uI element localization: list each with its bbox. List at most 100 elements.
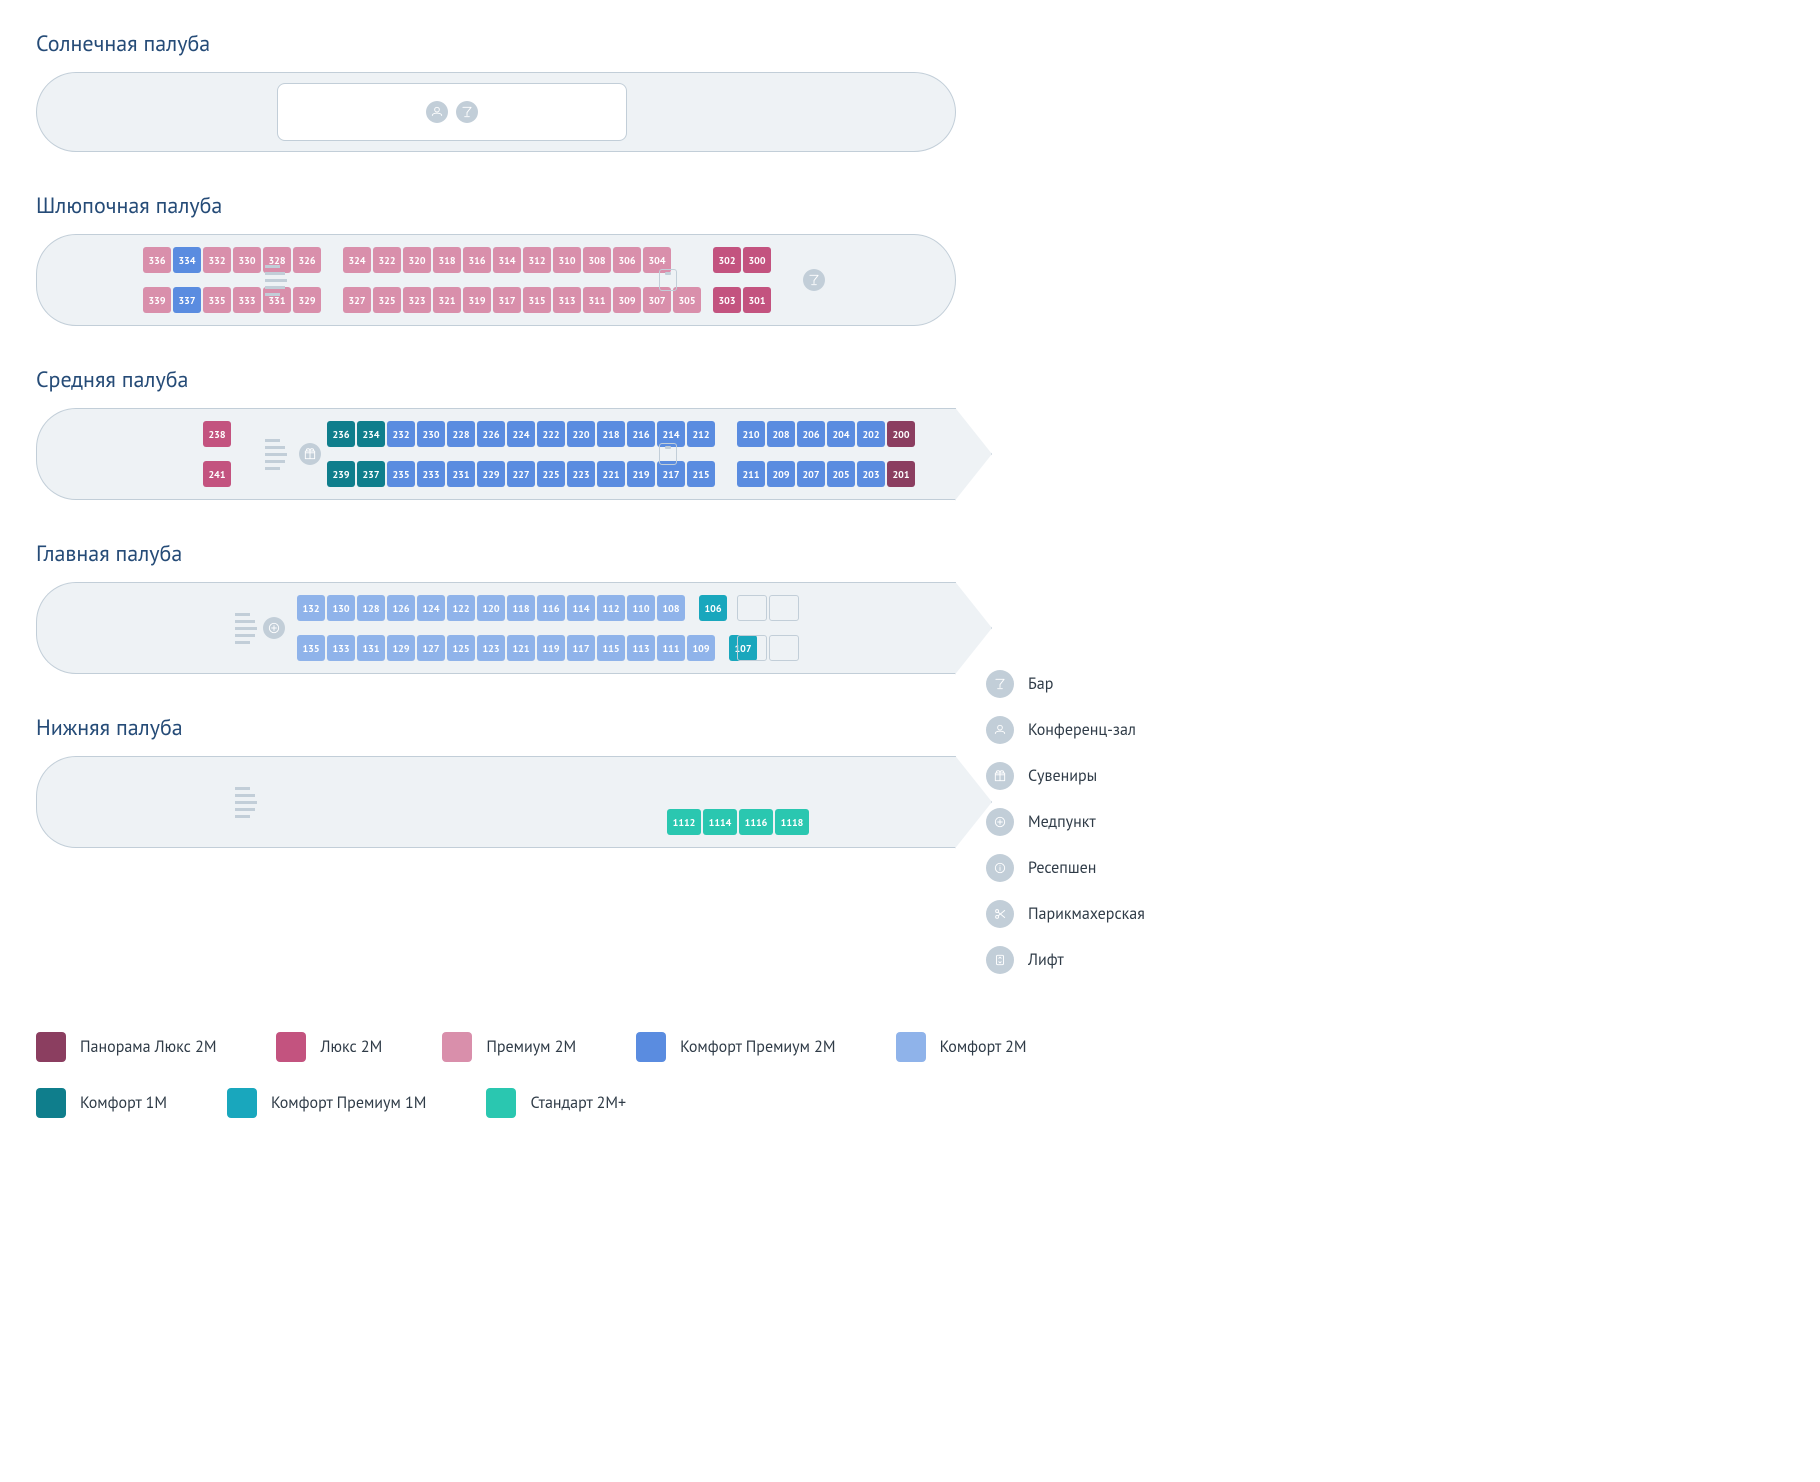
cabin-128[interactable]: 128 [357,595,385,621]
cabin-113[interactable]: 113 [627,635,655,661]
cabin-133[interactable]: 133 [327,635,355,661]
cabin-317[interactable]: 317 [493,287,521,313]
cabin-1116[interactable]: 1116 [739,809,773,835]
cabin-205[interactable]: 205 [827,461,855,487]
cabin-127[interactable]: 127 [417,635,445,661]
cabin-231[interactable]: 231 [447,461,475,487]
cabin-310[interactable]: 310 [553,247,581,273]
cabin-233[interactable]: 233 [417,461,445,487]
cabin-301[interactable]: 301 [743,287,771,313]
cabin-308[interactable]: 308 [583,247,611,273]
cabin-112[interactable]: 112 [597,595,625,621]
cabin-210[interactable]: 210 [737,421,765,447]
cabin-1114[interactable]: 1114 [703,809,737,835]
cabin-309[interactable]: 309 [613,287,641,313]
cabin-305[interactable]: 305 [673,287,701,313]
cabin-234[interactable]: 234 [357,421,385,447]
cabin-207[interactable]: 207 [797,461,825,487]
cabin-1112[interactable]: 1112 [667,809,701,835]
cabin-202[interactable]: 202 [857,421,885,447]
cabin-229[interactable]: 229 [477,461,505,487]
cabin-223[interactable]: 223 [567,461,595,487]
cabin-201[interactable]: 201 [887,461,915,487]
cabin-215[interactable]: 215 [687,461,715,487]
cabin-323[interactable]: 323 [403,287,431,313]
cabin-204[interactable]: 204 [827,421,855,447]
cabin-316[interactable]: 316 [463,247,491,273]
cabin-209[interactable]: 209 [767,461,795,487]
cabin-115[interactable]: 115 [597,635,625,661]
cabin-306[interactable]: 306 [613,247,641,273]
cabin-313[interactable]: 313 [553,287,581,313]
cabin-131[interactable]: 131 [357,635,385,661]
cabin-337[interactable]: 337 [173,287,201,313]
cabin-110[interactable]: 110 [627,595,655,621]
cabin-228[interactable]: 228 [447,421,475,447]
cabin-318[interactable]: 318 [433,247,461,273]
cabin-311[interactable]: 311 [583,287,611,313]
cabin-322[interactable]: 322 [373,247,401,273]
cabin-120[interactable]: 120 [477,595,505,621]
cabin-235[interactable]: 235 [387,461,415,487]
cabin-314[interactable]: 314 [493,247,521,273]
cabin-335[interactable]: 335 [203,287,231,313]
cabin-106[interactable]: 106 [699,595,727,621]
cabin-208[interactable]: 208 [767,421,795,447]
cabin-123[interactable]: 123 [477,635,505,661]
cabin-126[interactable]: 126 [387,595,415,621]
cabin-303[interactable]: 303 [713,287,741,313]
cabin-125[interactable]: 125 [447,635,475,661]
cabin-200[interactable]: 200 [887,421,915,447]
cabin-329[interactable]: 329 [293,287,321,313]
cabin-224[interactable]: 224 [507,421,535,447]
cabin-336[interactable]: 336 [143,247,171,273]
cabin-333[interactable]: 333 [233,287,261,313]
cabin-230[interactable]: 230 [417,421,445,447]
cabin-203[interactable]: 203 [857,461,885,487]
cabin-332[interactable]: 332 [203,247,231,273]
cabin-315[interactable]: 315 [523,287,551,313]
cabin-327[interactable]: 327 [343,287,371,313]
cabin-129[interactable]: 129 [387,635,415,661]
cabin-114[interactable]: 114 [567,595,595,621]
cabin-339[interactable]: 339 [143,287,171,313]
cabin-108[interactable]: 108 [657,595,685,621]
cabin-238[interactable]: 238 [203,421,231,447]
cabin-320[interactable]: 320 [403,247,431,273]
cabin-326[interactable]: 326 [293,247,321,273]
cabin-300[interactable]: 300 [743,247,771,273]
cabin-212[interactable]: 212 [687,421,715,447]
cabin-135[interactable]: 135 [297,635,325,661]
cabin-216[interactable]: 216 [627,421,655,447]
cabin-130[interactable]: 130 [327,595,355,621]
cabin-312[interactable]: 312 [523,247,551,273]
cabin-117[interactable]: 117 [567,635,595,661]
cabin-124[interactable]: 124 [417,595,445,621]
cabin-211[interactable]: 211 [737,461,765,487]
cabin-232[interactable]: 232 [387,421,415,447]
cabin-241[interactable]: 241 [203,461,231,487]
cabin-206[interactable]: 206 [797,421,825,447]
cabin-220[interactable]: 220 [567,421,595,447]
cabin-319[interactable]: 319 [463,287,491,313]
cabin-325[interactable]: 325 [373,287,401,313]
cabin-222[interactable]: 222 [537,421,565,447]
cabin-118[interactable]: 118 [507,595,535,621]
cabin-239[interactable]: 239 [327,461,355,487]
cabin-321[interactable]: 321 [433,287,461,313]
cabin-1118[interactable]: 1118 [775,809,809,835]
cabin-227[interactable]: 227 [507,461,535,487]
cabin-132[interactable]: 132 [297,595,325,621]
cabin-111[interactable]: 111 [657,635,685,661]
cabin-237[interactable]: 237 [357,461,385,487]
cabin-218[interactable]: 218 [597,421,625,447]
cabin-109[interactable]: 109 [687,635,715,661]
cabin-330[interactable]: 330 [233,247,261,273]
cabin-225[interactable]: 225 [537,461,565,487]
cabin-324[interactable]: 324 [343,247,371,273]
cabin-236[interactable]: 236 [327,421,355,447]
cabin-122[interactable]: 122 [447,595,475,621]
cabin-226[interactable]: 226 [477,421,505,447]
cabin-116[interactable]: 116 [537,595,565,621]
cabin-302[interactable]: 302 [713,247,741,273]
